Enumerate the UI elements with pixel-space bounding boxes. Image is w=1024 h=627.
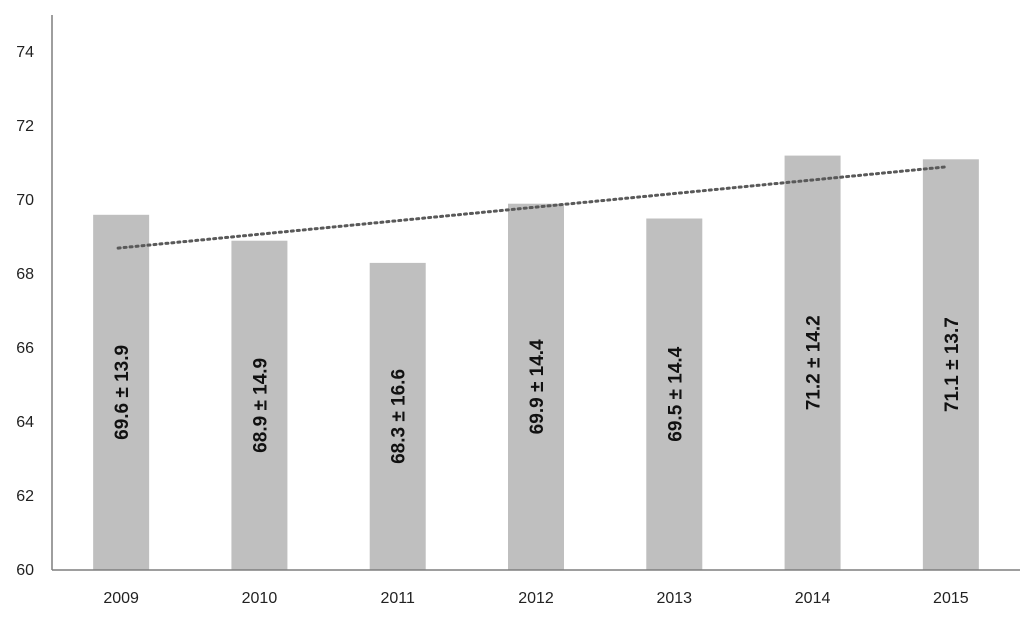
y-tick-label: 64: [16, 414, 34, 431]
bar-value-label: 69.9 ± 14.4: [527, 339, 548, 434]
y-tick-label: 74: [16, 44, 34, 61]
x-tick-label: 2012: [518, 590, 554, 607]
x-tick-label: 2014: [795, 590, 831, 607]
x-tick-label: 2013: [656, 590, 692, 607]
bar: [784, 155, 841, 570]
y-tick-label: 68: [16, 266, 34, 283]
y-axis-ticks: 60 62 64 66 68 70 72 74: [16, 44, 34, 579]
y-tick-label: 62: [16, 488, 34, 505]
x-axis-ticks: 2009 2010 2011 2012 2013 2014 2015: [103, 590, 968, 607]
x-tick-label: 2009: [103, 590, 139, 607]
y-tick-label: 60: [16, 562, 34, 579]
x-tick-label: 2015: [933, 590, 969, 607]
bar-value-label: 71.1 ± 13.7: [942, 317, 963, 412]
trendline: [116, 165, 950, 250]
bar: [93, 214, 150, 571]
bar: [508, 203, 564, 570]
y-tick-label: 72: [16, 118, 34, 135]
bar: [646, 218, 703, 570]
bar-value-label: 71.2 ± 14.2: [804, 315, 825, 410]
bar-value-labels: 69.6 ± 13.9 68.9 ± 14.9 68.3 ± 16.6 69.9 ± …: [112, 315, 963, 464]
bar: [922, 159, 979, 571]
bar-value-label: 68.9 ± 14.9: [250, 358, 271, 453]
bar-value-label: 68.3 ± 16.6: [389, 369, 410, 464]
x-tick-label: 2011: [381, 590, 416, 607]
y-tick-label: 70: [16, 192, 34, 209]
x-tick-label: 2010: [242, 590, 278, 607]
y-tick-label: 66: [16, 340, 34, 357]
bars: [93, 155, 979, 571]
bar: [231, 240, 288, 570]
bar-value-label: 69.6 ± 13.9: [112, 345, 133, 440]
bar: [369, 262, 426, 570]
bar-value-label: 69.5 ± 14.4: [665, 346, 686, 441]
